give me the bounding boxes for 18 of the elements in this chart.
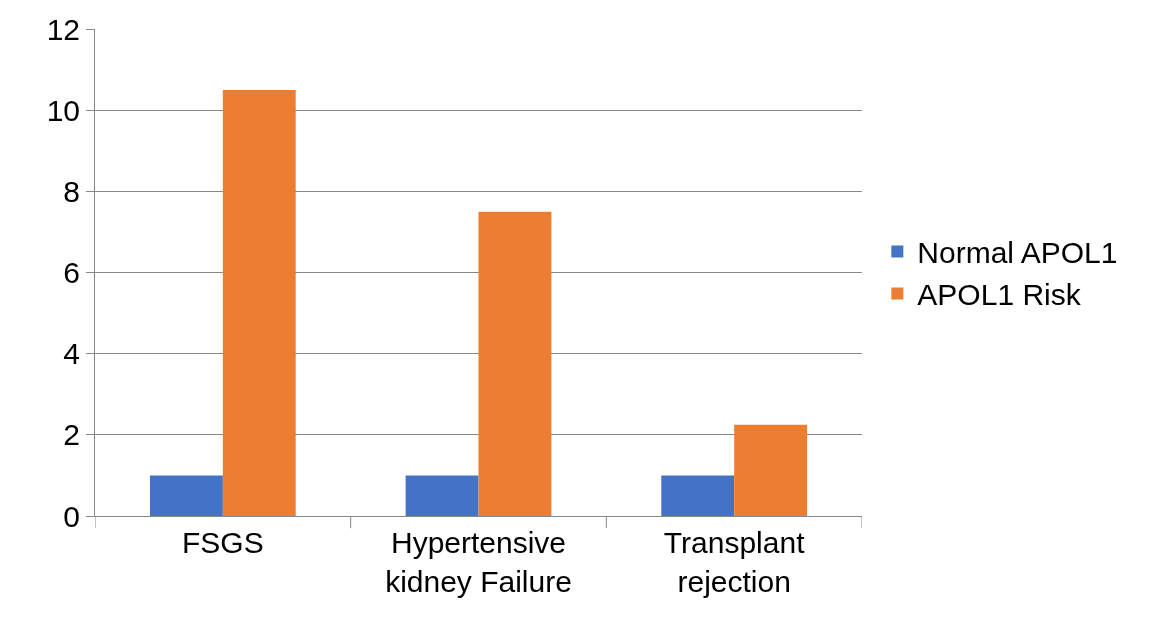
bar: [149, 475, 223, 516]
legend-label: APOL1 Risk: [917, 278, 1082, 312]
bar: [405, 475, 479, 516]
x-tick-label: FSGS: [181, 526, 264, 559]
bar: [734, 424, 808, 516]
bar: [222, 89, 296, 516]
bar: [661, 475, 735, 516]
y-tick-label: 12: [46, 12, 80, 46]
legend-label: Normal APOL1: [917, 236, 1118, 270]
y-tick-label: 4: [63, 337, 80, 371]
y-tick-label: 10: [46, 93, 80, 127]
y-tick-label: 8: [63, 174, 80, 208]
y-tick-label: 6: [63, 256, 80, 289]
y-tick-label: 2: [63, 418, 80, 452]
x-tick-label: Transplant rejection: [663, 526, 806, 598]
y-tick-label: 0: [63, 499, 80, 533]
bar: [478, 211, 552, 516]
x-tick-label: Hypertensive kidney Failure: [385, 526, 572, 598]
